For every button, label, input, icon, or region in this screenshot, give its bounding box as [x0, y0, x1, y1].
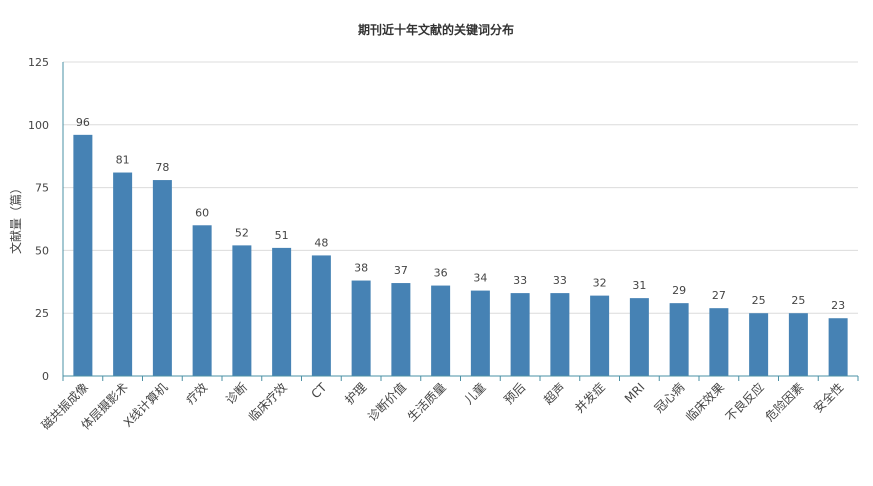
bar [709, 308, 729, 376]
bar [152, 180, 172, 376]
y-tick-label: 125 [28, 56, 49, 69]
y-tick-label: 50 [35, 244, 49, 257]
bar [431, 285, 451, 376]
data-label: 38 [354, 262, 368, 275]
data-labels: 96 81 78 60 52 51 48 38 37 36 34 33 33 32 31 29 27 25 25 23 [76, 116, 845, 312]
x-category-label: CT [308, 380, 329, 401]
bar [232, 245, 252, 376]
x-category-label: 疗效 [183, 380, 211, 408]
bar [391, 283, 411, 376]
bar [192, 225, 212, 376]
bar [113, 172, 133, 376]
data-label: 29 [672, 284, 686, 297]
data-label: 37 [394, 264, 408, 277]
data-label: 60 [195, 206, 209, 219]
grid-lines [63, 61, 858, 314]
x-category-label: 超声 [540, 380, 568, 408]
bar [749, 313, 769, 376]
x-category-label: 并发症 [572, 380, 608, 416]
bar [470, 290, 490, 376]
data-label: 78 [155, 161, 169, 174]
bar [73, 134, 93, 376]
bar [550, 293, 570, 376]
y-tick-label: 25 [35, 307, 49, 320]
data-label: 33 [553, 274, 567, 287]
data-label: 32 [593, 277, 607, 290]
chart-title: 期刊近十年文献的关键词分布 [358, 22, 514, 37]
x-category-label: 冠心病 [651, 380, 687, 416]
data-label: 36 [434, 267, 448, 280]
x-category-label: 不良反应 [722, 380, 767, 425]
x-category-label: MRI [622, 380, 648, 406]
x-category-label: 儿童 [461, 380, 489, 408]
y-axis-ticks: 0 25 50 75 100 125 [28, 56, 49, 383]
bar [629, 298, 649, 376]
x-category-label: 临床疗效 [245, 380, 290, 425]
data-label: 34 [473, 272, 487, 285]
x-category-label: 安全性 [810, 380, 846, 416]
data-label: 51 [275, 229, 289, 242]
bar [788, 313, 808, 376]
data-label: 25 [752, 294, 766, 307]
x-category-label: 危险因素 [762, 380, 807, 425]
bars [73, 134, 848, 376]
data-label: 96 [76, 116, 90, 129]
bar [669, 303, 689, 376]
x-category-label: 生活质量 [405, 380, 449, 424]
bar [510, 293, 530, 376]
data-label: 52 [235, 226, 249, 239]
data-label: 23 [831, 299, 845, 312]
bar [351, 280, 371, 376]
bar [590, 295, 610, 376]
x-category-label: 护理 [342, 380, 369, 407]
x-axis-categories: 磁共振成像体层摄影术X线计算机 疗效 诊断临床疗效 CT 护理诊断价值生活质量 儿童 预后超… [38, 376, 859, 433]
data-label: 48 [314, 236, 328, 249]
data-label: 33 [513, 274, 527, 287]
x-category-label: 诊断 [222, 380, 250, 408]
data-label: 81 [116, 154, 130, 167]
y-tick-label: 100 [28, 119, 49, 132]
y-axis-label: 文献量（篇） [8, 182, 23, 254]
bar [828, 318, 848, 376]
y-tick-label: 0 [42, 370, 49, 383]
data-label: 31 [632, 279, 646, 292]
x-category-label: 临床效果 [682, 380, 727, 425]
x-category-label: 预后 [501, 380, 528, 407]
bar [272, 247, 292, 376]
data-label: 27 [712, 289, 726, 302]
data-label: 25 [791, 294, 805, 307]
bar [311, 255, 331, 376]
y-tick-label: 75 [35, 182, 49, 195]
x-category-label: 诊断价值 [364, 380, 409, 425]
